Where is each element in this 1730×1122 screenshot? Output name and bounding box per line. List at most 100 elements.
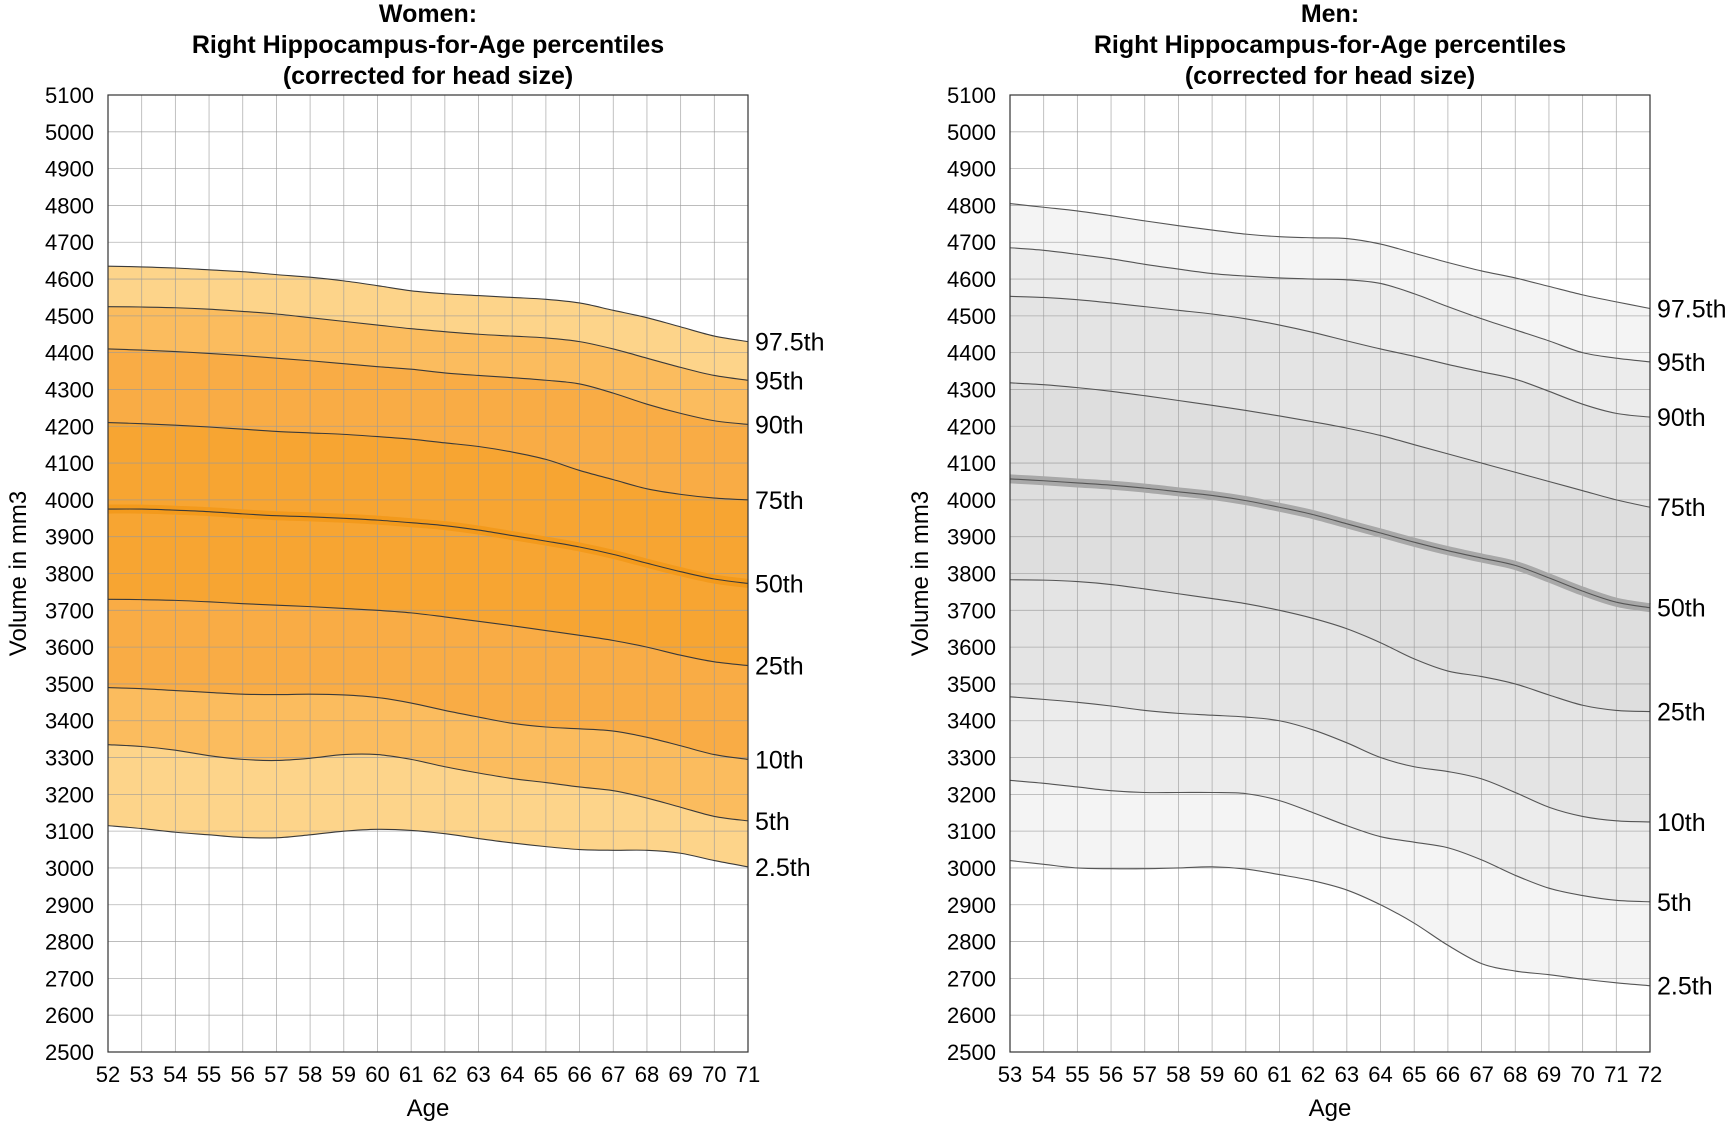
percentile-label: 95th: [755, 367, 804, 395]
y-tick-label: 3200: [947, 782, 996, 807]
percentile-label: 2.5th: [1657, 973, 1713, 1001]
percentile-line-10th: [1009, 696, 1651, 823]
y-tick-label: 2800: [45, 930, 94, 955]
percentile-line-25th: [107, 598, 749, 667]
percentile-label: 50th: [755, 570, 804, 598]
x-tick-label: 69: [668, 1062, 692, 1087]
y-tick-label: 4400: [45, 341, 94, 366]
y-tick-label: 2700: [947, 966, 996, 991]
x-tick-label: 58: [1166, 1062, 1190, 1087]
chart-title-line: Right Hippocampus-for-Age percentiles: [1094, 31, 1566, 59]
y-tick-label: 3400: [947, 709, 996, 734]
y-axis-label: Volume in mm3: [5, 491, 32, 656]
percentile-line-2-5th: [107, 825, 749, 868]
chart-title-line: Men:: [1301, 0, 1359, 28]
x-tick-label: 56: [1099, 1062, 1123, 1087]
percentile-label: 10th: [755, 746, 804, 774]
percentile-label: 50th: [1657, 595, 1706, 623]
percentile-line-95th: [1009, 247, 1651, 363]
percentile-label: 97.5th: [755, 329, 825, 357]
percentile-band: [108, 348, 748, 500]
percentile-line-50th: [1009, 478, 1651, 609]
percentile-line-25th: [1009, 579, 1651, 713]
x-tick-label: 57: [1132, 1062, 1156, 1087]
percentile-line-90th: [1009, 295, 1651, 418]
x-tick-label: 58: [298, 1062, 322, 1087]
x-tick-label: 55: [1065, 1062, 1089, 1087]
y-tick-label: 5000: [947, 120, 996, 145]
y-tick-label: 3900: [947, 525, 996, 550]
percentile-band: [1010, 696, 1650, 902]
y-tick-label: 3100: [45, 819, 94, 844]
percentile-label: 5th: [755, 808, 790, 836]
x-tick-label: 62: [433, 1062, 457, 1087]
y-tick-label: 4200: [45, 414, 94, 439]
y-tick-label: 4700: [947, 230, 996, 255]
y-tick-label: 4000: [947, 488, 996, 513]
y-tick-label: 4400: [947, 341, 996, 366]
percentile-band: [108, 266, 748, 381]
y-tick-label: 4300: [947, 377, 996, 402]
x-tick-label: 61: [399, 1062, 423, 1087]
percentile-band: [1010, 203, 1650, 362]
x-tick-label: 54: [1031, 1062, 1055, 1087]
x-tick-label: 53: [998, 1062, 1022, 1087]
percentile-line-97-5th: [107, 265, 749, 343]
percentile-line-95th: [107, 306, 749, 381]
y-tick-label: 4500: [45, 304, 94, 329]
percentile-label: 95th: [1657, 349, 1706, 377]
y-tick-label: 3200: [45, 782, 94, 807]
x-tick-label: 60: [1234, 1062, 1258, 1087]
percentile-label: 97.5th: [1657, 295, 1727, 323]
percentile-label: 2.5th: [755, 854, 811, 882]
chart-title: Women: Right Hippocampus-for-Age percenti…: [192, 0, 664, 90]
y-tick-label: 2700: [45, 966, 94, 991]
y-tick-label: 4700: [45, 230, 94, 255]
percentile-label: 5th: [1657, 889, 1692, 917]
x-tick-label: 60: [365, 1062, 389, 1087]
x-tick-label: 71: [1604, 1062, 1628, 1087]
x-tick-label: 66: [1436, 1062, 1460, 1087]
y-tick-label: 5100: [947, 83, 996, 108]
percentile-label: 90th: [755, 411, 804, 439]
y-tick-label: 4100: [947, 451, 996, 476]
y-tick-label: 2900: [947, 893, 996, 918]
percentile-line-90th: [107, 348, 749, 425]
chart-title-line: Women:: [379, 0, 477, 28]
y-tick-label: 2500: [45, 1040, 94, 1065]
chart-title: Men: Right Hippocampus-for-Age percentile…: [1094, 0, 1566, 90]
y-axis-label: Volume in mm3: [907, 491, 934, 656]
y-tick-label: 3800: [947, 562, 996, 587]
y-tick-label: 2900: [45, 893, 94, 918]
x-tick-label: 68: [1503, 1062, 1527, 1087]
x-tick-label: 72: [1638, 1062, 1662, 1087]
percentile-band: [108, 509, 748, 666]
x-tick-label: 52: [96, 1062, 120, 1087]
percentile-label: 75th: [755, 487, 804, 515]
y-tick-label: 2600: [45, 1003, 94, 1028]
percentile-band: [108, 599, 748, 760]
percentile-band: [108, 306, 748, 425]
x-tick-label: 65: [1402, 1062, 1426, 1087]
x-tick-label: 70: [1570, 1062, 1594, 1087]
percentile-label: 25th: [1657, 699, 1706, 727]
percentile-line-50th: [107, 508, 749, 584]
chart-title-line: Right Hippocampus-for-Age percentiles: [192, 31, 664, 59]
y-tick-label: 4800: [947, 193, 996, 218]
percentile-band: [1010, 780, 1650, 986]
y-tick-label: 3900: [45, 525, 94, 550]
x-tick-label: 63: [1335, 1062, 1359, 1087]
percentile-line-5th: [107, 744, 749, 822]
y-tick-label: 3000: [947, 856, 996, 881]
x-tick-label: 63: [466, 1062, 490, 1087]
x-tick-label: 59: [332, 1062, 356, 1087]
x-tick-label: 69: [1537, 1062, 1561, 1087]
x-tick-label: 65: [534, 1062, 558, 1087]
percentile-band: [1010, 382, 1650, 608]
percentile-line-2-5th: [1009, 860, 1651, 987]
y-tick-label: 4600: [45, 267, 94, 292]
x-tick-label: 59: [1200, 1062, 1224, 1087]
y-tick-label: 2800: [947, 930, 996, 955]
plot-frame: [107, 94, 749, 1053]
